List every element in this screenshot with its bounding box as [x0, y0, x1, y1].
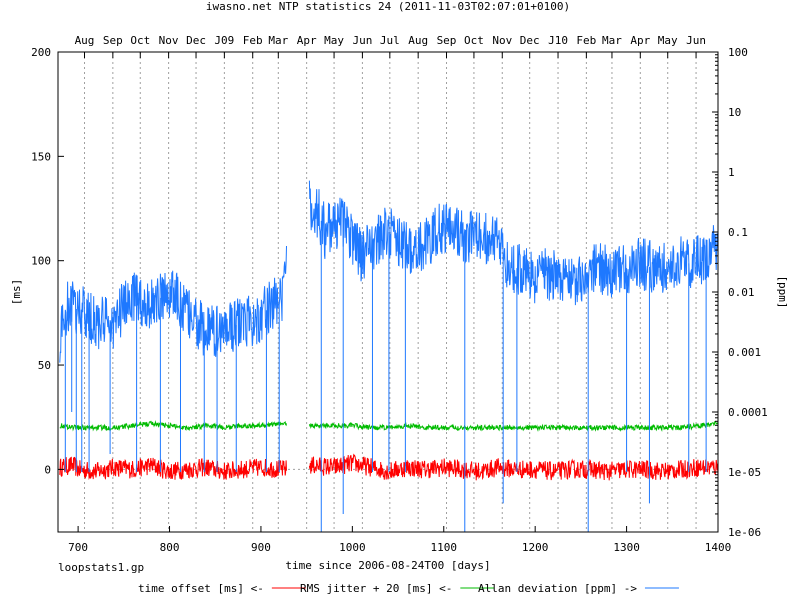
y-axis-label: [ms]: [10, 279, 23, 306]
y-tick-label: 200: [31, 46, 51, 59]
month-tick-label: Jul: [380, 34, 400, 47]
month-tick-label: Dec: [186, 34, 206, 47]
month-grid: [58, 52, 718, 532]
y2-tick-label: 1e-05: [728, 466, 761, 479]
x-tick-label: 700: [68, 541, 88, 554]
x-axis-label: time since 2006-08-24T00 [days]: [285, 559, 490, 572]
legend-label: Allan deviation [ppm] ->: [478, 582, 637, 595]
y2-tick-label: 0.01: [728, 286, 755, 299]
month-tick-label: May: [324, 34, 344, 47]
footer-label: loopstats1.gp: [58, 561, 144, 574]
month-tick-label: Mar: [602, 34, 622, 47]
x-tick-label: 800: [160, 541, 180, 554]
series-line: [59, 180, 719, 363]
y2-tick-label: 0.1: [728, 226, 748, 239]
legend-label: RMS jitter + 20 [ms] <-: [300, 582, 452, 595]
month-tick-label: Aug: [75, 34, 95, 47]
chart-title: iwasno.net NTP statistics 24 (2011-11-03…: [206, 0, 570, 13]
x-tick-label: 900: [251, 541, 271, 554]
y2-tick-label: 100: [728, 46, 748, 59]
month-tick-label: Jun: [686, 34, 706, 47]
y-tick-label: 50: [38, 359, 51, 372]
month-tick-label: Aug: [408, 34, 428, 47]
month-tick-label: Sep: [103, 34, 123, 47]
month-tick-label: Feb: [243, 34, 263, 47]
y2-tick-label: 1e-06: [728, 526, 761, 539]
x-tick-label: 1200: [522, 541, 549, 554]
month-tick-label: Apr: [630, 34, 650, 47]
month-tick-label: Oct: [464, 34, 484, 47]
y2-tick-label: 10: [728, 106, 741, 119]
month-tick-label: May: [658, 34, 678, 47]
y2-tick-label: 0.001: [728, 346, 761, 359]
y-tick-label: 0: [44, 463, 51, 476]
x-tick-label: 1400: [705, 541, 732, 554]
y2-tick-label: 0.0001: [728, 406, 768, 419]
month-tick-label: Mar: [268, 34, 288, 47]
x-tick-label: 1000: [339, 541, 366, 554]
month-tick-label: Oct: [130, 34, 150, 47]
month-tick-label: Apr: [297, 34, 317, 47]
y-tick-label: 100: [31, 255, 51, 268]
series-allan-deviation: [59, 180, 719, 532]
month-tick-label: J10: [548, 34, 568, 47]
legend: time offset [ms] <- RMS jitter + 20 [ms] …: [138, 582, 679, 595]
month-tick-label: Jun: [352, 34, 372, 47]
y-tick-label: 150: [31, 150, 51, 163]
x-tick-label: 1100: [431, 541, 458, 554]
month-tick-label: Nov: [159, 34, 179, 47]
axis-layer: Aug Sep Oct Nov Dec J09 Feb Mar Apr May Jun Jul Aug S…: [31, 34, 768, 554]
series-layer: [59, 180, 719, 532]
month-tick-label: Sep: [437, 34, 457, 47]
month-tick-label: Nov: [492, 34, 512, 47]
y2-tick-label: 1: [728, 166, 735, 179]
y2-axis-label: [ppm]: [776, 275, 789, 308]
month-tick-label: Dec: [520, 34, 540, 47]
legend-label: time offset [ms] <-: [138, 582, 264, 595]
x-tick-label: 1300: [613, 541, 640, 554]
month-tick-label: J09: [214, 34, 234, 47]
month-tick-label: Feb: [576, 34, 596, 47]
